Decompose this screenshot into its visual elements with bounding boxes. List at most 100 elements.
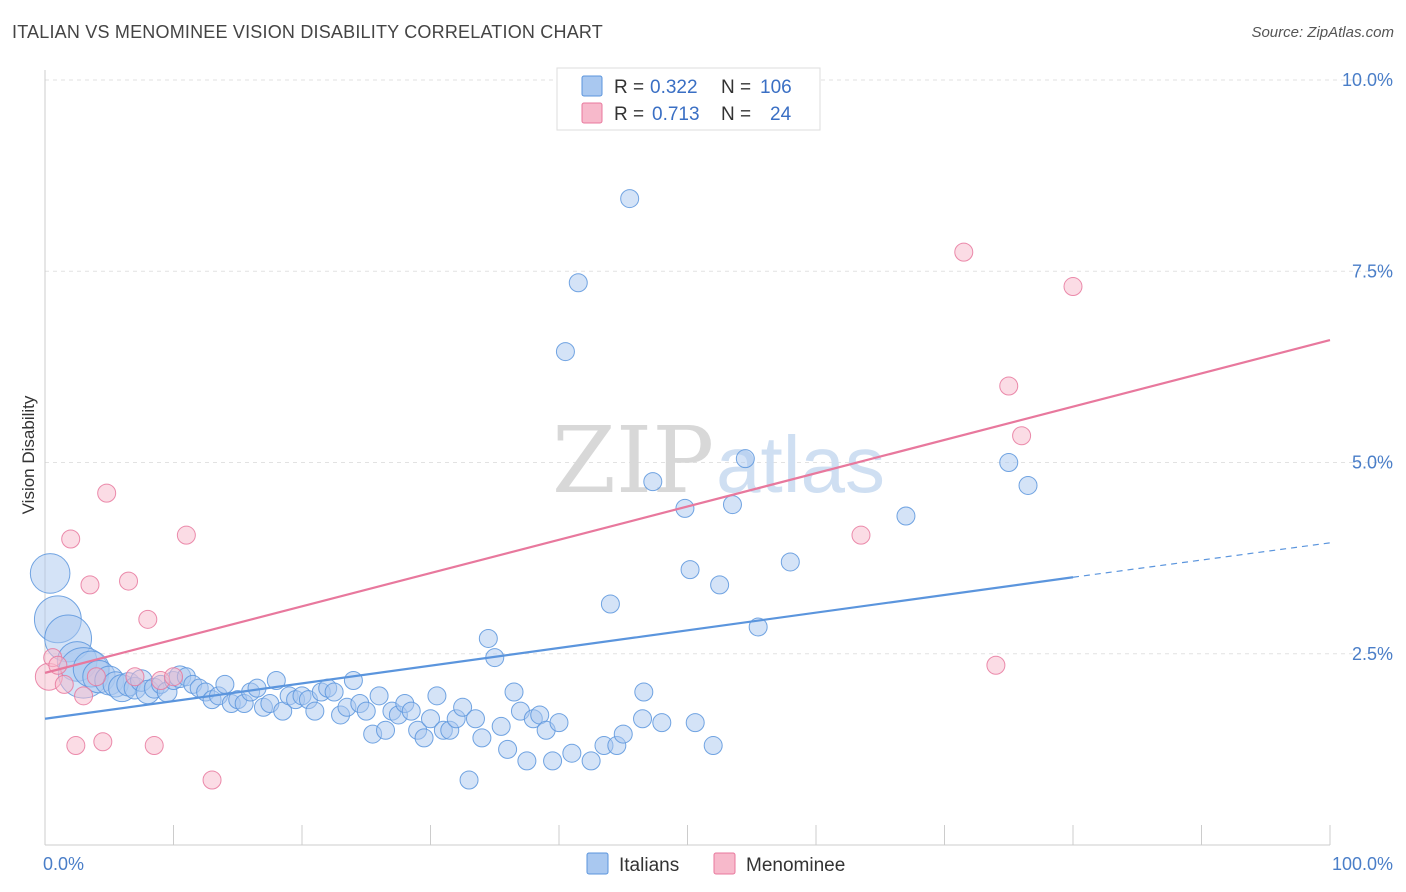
- italians-point-98: [748, 617, 768, 637]
- menominee-point-8: [86, 667, 106, 687]
- y-tick-label-1: 5.0%: [1352, 453, 1393, 473]
- menominee-point-7: [80, 575, 100, 595]
- legend-top: R = 0.322 N = 106 R = 0.713 N = 24: [556, 67, 821, 131]
- italians-point-81: [581, 751, 601, 771]
- y-tick-label-2: 7.5%: [1352, 261, 1393, 281]
- menominee-point-14: [144, 736, 164, 756]
- y-tick-label-0: 2.5%: [1352, 644, 1393, 664]
- italians-point-62: [453, 697, 473, 717]
- menominee-point-21: [986, 655, 1006, 675]
- legend-swatch-italians: [581, 75, 603, 97]
- italians-point-70: [504, 682, 524, 702]
- y-axis-label: Vision Disability: [19, 395, 38, 514]
- menominee-trend-line: [44, 339, 1331, 674]
- italians-trend-line: [44, 576, 1074, 720]
- source-credit: Source: ZipAtlas.com: [1251, 24, 1394, 41]
- italians-point-80: [568, 273, 588, 293]
- legend-r-value: 0.322: [650, 77, 698, 98]
- italians-point-92: [680, 560, 700, 580]
- legend-bottom-swatch-menominee: [713, 852, 736, 875]
- italians-point-78: [555, 342, 575, 362]
- legend-bottom-swatch-italians: [586, 852, 609, 875]
- menominee-point-17: [176, 525, 196, 545]
- italians-point-42: [324, 682, 344, 702]
- italians-point-33: [266, 671, 286, 691]
- menominee-point-24: [1063, 277, 1083, 297]
- legend-bottom: Italians Menominee: [586, 852, 845, 876]
- italians-point-89: [643, 472, 663, 492]
- legend-n-label: N =: [721, 104, 751, 125]
- italians-point-0: [29, 553, 71, 594]
- menominee-point-13: [138, 609, 158, 629]
- italians-point-69: [498, 739, 518, 759]
- italians-point-90: [652, 713, 672, 733]
- menominee-point-9: [93, 732, 113, 752]
- menominee-point-6: [74, 686, 94, 706]
- grid-lines: [45, 79, 1392, 655]
- italians-point-77: [549, 713, 569, 733]
- italians-point-64: [465, 709, 485, 729]
- legend-bottom-italians: Italians: [619, 855, 679, 876]
- trend-lines: [44, 339, 1331, 720]
- legend-n-value: 24: [770, 104, 792, 125]
- menominee-point-23: [1012, 426, 1032, 446]
- italians-trend-extension: [1072, 542, 1331, 578]
- tick-labels: 2.5% 5.0% 7.5% 10.0% 0.0% 100.0%: [43, 70, 1393, 874]
- axes: [44, 70, 1331, 846]
- italians-point-66: [478, 628, 498, 648]
- legend-r-label: R =: [614, 77, 644, 98]
- legend-r-value: 0.713: [652, 104, 700, 125]
- italians-point-63: [459, 770, 479, 790]
- x-tick-label-max: 100.0%: [1332, 854, 1393, 874]
- italians-point-83: [600, 594, 620, 614]
- menominee-point-18: [202, 770, 222, 790]
- italians-point-45: [343, 671, 363, 691]
- italians-point-25: [215, 674, 235, 694]
- italians-point-101: [999, 453, 1019, 472]
- x-tick-label-min: 0.0%: [43, 854, 84, 874]
- italians-point-102: [1018, 475, 1038, 495]
- legend-bottom-menominee: Menominee: [746, 855, 845, 876]
- menominee-point-3: [54, 674, 74, 694]
- watermark-zip: ZIP: [552, 407, 714, 514]
- italians-point-72: [517, 751, 537, 771]
- italians-point-85: [613, 724, 633, 744]
- menominee-point-11: [119, 571, 139, 591]
- menominee-point-4: [61, 529, 81, 549]
- menominee-point-20: [954, 242, 974, 262]
- italians-point-54: [401, 701, 421, 721]
- italians-point-65: [472, 728, 492, 748]
- italians-point-87: [633, 709, 653, 729]
- y-tick-label-3: 10.0%: [1342, 70, 1393, 90]
- italians-point-88: [634, 682, 654, 702]
- italians-point-57: [421, 709, 440, 729]
- italians-point-94: [703, 736, 723, 756]
- legend-n-label: N =: [721, 77, 751, 98]
- legend-swatch-menominee: [581, 102, 603, 124]
- menominee-point-5: [66, 736, 86, 756]
- chart-title: ITALIAN VS MENOMINEE VISION DISABILITY C…: [12, 22, 603, 42]
- menominee-point-10: [97, 483, 117, 503]
- italians-point-96: [722, 495, 742, 515]
- italians-point-100: [896, 506, 916, 526]
- italians-point-49: [369, 686, 389, 706]
- menominee-point-22: [999, 376, 1019, 396]
- data-points: [29, 189, 1083, 790]
- italians-point-97: [735, 449, 755, 469]
- italians-point-93: [685, 713, 705, 733]
- menominee-point-12: [125, 667, 145, 687]
- legend-r-label: R =: [614, 104, 644, 125]
- italians-point-39: [305, 701, 325, 721]
- italians-point-50: [376, 720, 396, 740]
- italians-point-95: [710, 575, 730, 595]
- italians-point-56: [414, 728, 434, 748]
- italians-point-86: [620, 189, 640, 209]
- menominee-point-16: [164, 667, 183, 687]
- italians-point-99: [780, 552, 800, 572]
- italians-point-58: [427, 686, 447, 706]
- menominee-point-19: [851, 525, 871, 545]
- legend-n-value: 106: [760, 77, 792, 98]
- italians-point-47: [356, 701, 376, 721]
- italians-point-76: [543, 751, 563, 771]
